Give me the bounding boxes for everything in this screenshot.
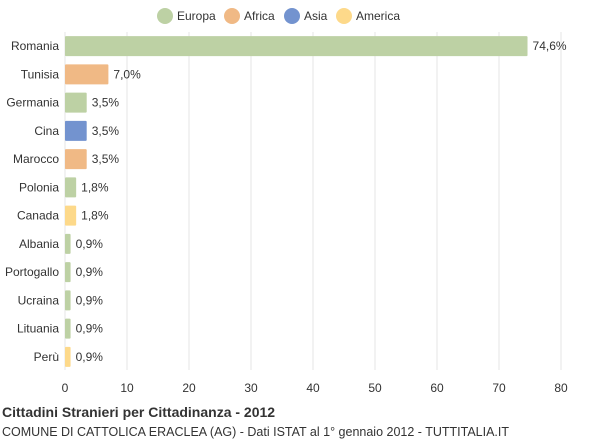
legend-label-europa: Europa: [177, 9, 216, 23]
bar-portogallo: [65, 262, 71, 283]
x-tick-40: 40: [306, 381, 320, 395]
legend-item-asia: Asia: [284, 8, 328, 24]
legend: Europa Africa Asia America: [157, 8, 400, 24]
x-tick-60: 60: [430, 381, 444, 395]
bar-romania: [65, 36, 528, 57]
category-label-cina: Cina: [34, 124, 59, 138]
legend-swatch-asia: [284, 8, 300, 24]
value-label-lituania: 0,9%: [76, 322, 104, 336]
bar-ucraina: [65, 290, 71, 311]
x-tick-80: 80: [554, 381, 568, 395]
legend-item-africa: Africa: [224, 8, 275, 24]
chart-title: Cittadini Stranieri per Cittadinanza - 2…: [2, 404, 276, 420]
bar-marocco: [65, 149, 87, 170]
category-label-canada: Canada: [17, 209, 59, 223]
bars: [65, 36, 528, 367]
legend-label-asia: Asia: [304, 9, 328, 23]
value-label-romania: 74,6%: [533, 39, 567, 53]
x-tick-50: 50: [368, 381, 382, 395]
bar-canada: [65, 205, 77, 226]
category-label-albania: Albania: [19, 237, 59, 251]
x-tick-70: 70: [492, 381, 506, 395]
value-labels: 74,6% 7,0% 3,5% 3,5% 3,5% 1,8% 1,8% 0,9% 0,9% 0,9…: [76, 39, 567, 364]
bar-albania: [65, 233, 71, 254]
x-tick-30: 30: [244, 381, 258, 395]
value-label-albania: 0,9%: [76, 237, 104, 251]
bar-tunisia: [65, 64, 109, 85]
legend-item-europa: Europa: [157, 8, 216, 24]
bar-polonia: [65, 177, 77, 198]
bar-peru: [65, 346, 71, 367]
category-label-marocco: Marocco: [13, 152, 59, 166]
value-label-germania: 3,5%: [92, 96, 120, 110]
x-axis-ticks: 0 10 20 30 40 50 60 70 80: [62, 381, 568, 395]
legend-swatch-america: [336, 8, 352, 24]
value-label-ucraina: 0,9%: [76, 293, 104, 307]
bar-lituania: [65, 318, 71, 339]
bar-cina: [65, 120, 87, 141]
legend-label-africa: Africa: [244, 9, 275, 23]
value-label-marocco: 3,5%: [92, 152, 120, 166]
x-tick-0: 0: [62, 381, 69, 395]
bar-germania: [65, 92, 87, 113]
legend-swatch-europa: [157, 8, 173, 24]
value-label-portogallo: 0,9%: [76, 265, 104, 279]
value-label-tunisia: 7,0%: [113, 67, 141, 81]
value-label-canada: 1,8%: [81, 209, 109, 223]
category-labels: Romania Tunisia Germania Cina Marocco Polonia…: [5, 39, 59, 364]
category-label-lituania: Lituania: [17, 322, 59, 336]
category-label-portogallo: Portogallo: [5, 265, 59, 279]
category-label-ucraina: Ucraina: [18, 293, 60, 307]
x-tick-20: 20: [182, 381, 196, 395]
gridlines: [64, 32, 562, 370]
bar-chart: Europa Africa Asia America Romania Tunisia Ge…: [5, 8, 568, 395]
category-label-polonia: Polonia: [19, 180, 59, 194]
x-tick-10: 10: [120, 381, 134, 395]
category-label-peru: Perù: [34, 350, 59, 364]
value-label-peru: 0,9%: [76, 350, 104, 364]
legend-swatch-africa: [224, 8, 240, 24]
value-label-cina: 3,5%: [92, 124, 120, 138]
category-label-tunisia: Tunisia: [21, 67, 60, 81]
legend-label-america: America: [356, 9, 400, 23]
chart-source: COMUNE DI CATTOLICA ERACLEA (AG) - Dati …: [2, 425, 509, 439]
category-label-germania: Germania: [6, 96, 59, 110]
legend-item-america: America: [336, 8, 400, 24]
value-label-polonia: 1,8%: [81, 180, 109, 194]
category-label-romania: Romania: [11, 39, 59, 53]
